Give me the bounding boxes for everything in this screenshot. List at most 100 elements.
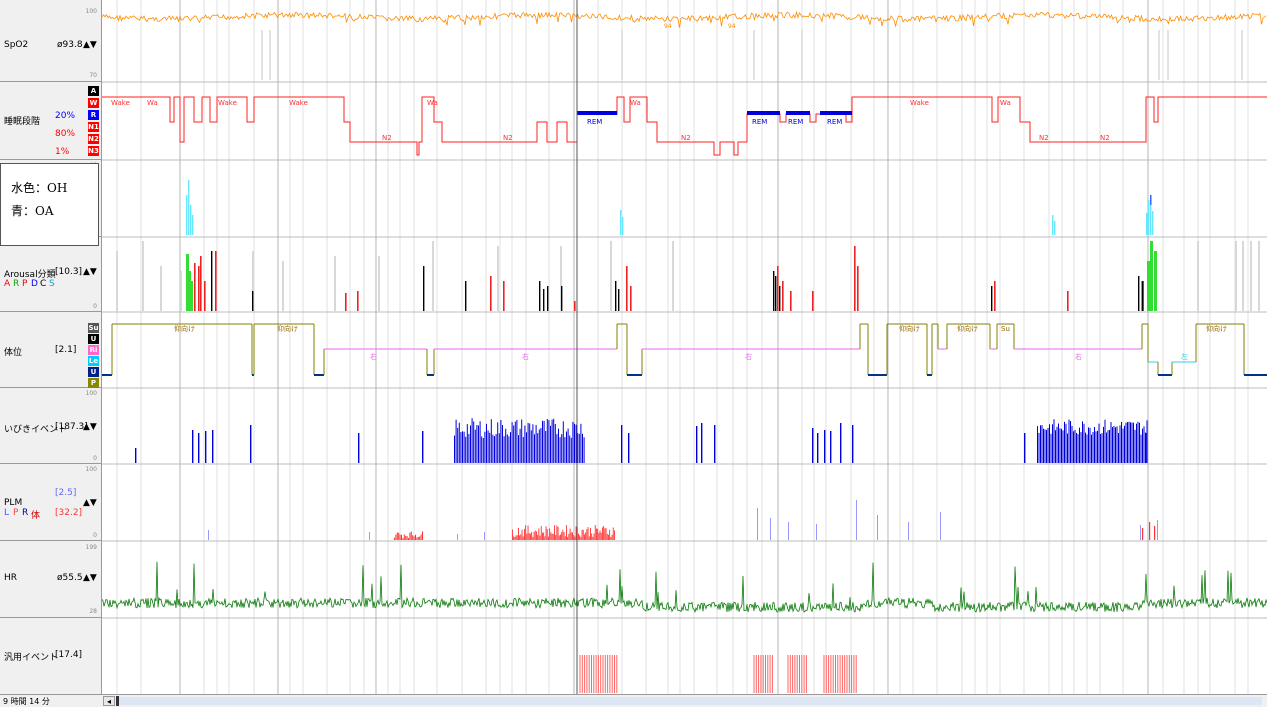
plm-bar-r [591, 533, 593, 540]
scroll-thumb[interactable] [116, 696, 119, 706]
snore-bar [578, 433, 580, 463]
arousal-bar-black [1138, 276, 1140, 311]
snore-bar [696, 426, 698, 463]
plm-bar-r [575, 526, 577, 540]
arousal-bar-green [1150, 241, 1153, 311]
stage-label: N2 [1100, 134, 1110, 142]
arousal-bar-black [618, 289, 620, 311]
snore-bar [1140, 434, 1142, 463]
snore-bar [1058, 423, 1059, 463]
arousal-bar-gray [116, 251, 118, 311]
row-label-spo2[interactable]: 100 SpO2 ø93.8 ▲▼ 70 [0, 0, 101, 82]
arousal-bar-black [779, 286, 781, 311]
arousal-bar-black [423, 266, 425, 311]
position-label: 仰向け [1206, 324, 1227, 333]
rem-segment [786, 111, 810, 115]
snore-bar [465, 436, 467, 463]
stage-pct-rem: 20% [55, 111, 76, 121]
scale-arrows-icon[interactable]: ▲▼ [83, 267, 97, 277]
snore-bar [212, 430, 214, 463]
plm-bar-r [527, 525, 529, 540]
signal-plot-area[interactable]: 94 94 Wake Wa Wake Wake N2 Wa N2 REM Wa … [101, 0, 1267, 694]
snore-bar [478, 425, 479, 463]
stage-label: Wake [289, 99, 308, 107]
snore-bar [526, 432, 527, 463]
channel-value: [2.1] [55, 345, 77, 355]
scroll-left-button[interactable]: ◂ [103, 696, 115, 706]
plm-bars [208, 500, 1158, 540]
plm-bar-r [563, 532, 565, 540]
row-label-general-event[interactable]: 汎用イベント [17.4] [0, 618, 101, 694]
plm-bar-r [419, 536, 421, 540]
position-label: 右 [370, 352, 377, 361]
scale-arrows-icon[interactable]: ▲▼ [83, 422, 97, 432]
snore-bar [852, 425, 854, 463]
horizontal-scrollbar[interactable] [116, 697, 1262, 705]
plm-bar-r [573, 535, 575, 540]
row-label-position[interactable]: 体位 [2.1] Su U Ri Le U P [0, 312, 101, 388]
plm-bar-r [1142, 528, 1144, 540]
row-label-hr[interactable]: 199 HR ø55.5 ▲▼ 28 [0, 541, 101, 618]
scale-arrows-icon[interactable]: ▲▼ [83, 498, 97, 508]
channel-value: ø55.5 [57, 573, 83, 583]
snore-bar [1124, 425, 1125, 463]
arousal-bar-red [777, 266, 779, 311]
plm-letter-l: L [4, 508, 10, 518]
snore-bar [192, 430, 194, 463]
plm-bar-r [604, 528, 606, 540]
snore-bar [566, 431, 567, 463]
arousal-letter-c: C [40, 279, 47, 289]
scale-arrows-icon[interactable]: ▲▼ [83, 573, 97, 583]
plm-bar-r [556, 525, 558, 540]
arousal-bar-black [547, 286, 549, 311]
plm-bar-r [402, 538, 404, 540]
arousal-bar-red [204, 281, 206, 311]
snore-bar [1107, 430, 1109, 463]
snore-bar [1110, 422, 1112, 463]
snore-bar [1046, 429, 1047, 463]
arousal-bar-red [194, 263, 196, 311]
plm-bar-l [877, 515, 878, 540]
snore-bar [473, 421, 475, 463]
row-label-snore[interactable]: 100 いびきイベント [187.3] ▲▼ 0 [0, 388, 101, 464]
plm-bar-r [570, 532, 572, 540]
snore-bar [486, 423, 487, 463]
plm-bar-r [572, 532, 573, 540]
plm-bar-r [598, 532, 600, 540]
position-label: 仰向け [957, 324, 978, 333]
plm-bar-l [770, 518, 771, 540]
arousal-bar-gray [1242, 241, 1244, 311]
arousal-bar-gray [378, 256, 380, 311]
plm-bar-r [534, 530, 536, 540]
snore-bar [463, 431, 465, 463]
snore-bar [1127, 422, 1128, 463]
plm-bar-r [550, 532, 552, 540]
plm-bar-r [584, 534, 585, 540]
arousal-bar-gray [252, 251, 254, 311]
snore-bar [621, 425, 623, 463]
snore-bar [1041, 425, 1043, 463]
snore-bar [1104, 419, 1106, 463]
snore-bar [495, 434, 497, 463]
snore-bar [1071, 425, 1073, 463]
plm-bar-r [532, 536, 534, 540]
signal-canvas[interactable]: 94 94 Wake Wa Wake Wake N2 Wa N2 REM Wa … [101, 0, 1267, 694]
snore-bar [503, 436, 505, 463]
snore-bar [513, 425, 515, 463]
plm-bar-r [611, 534, 613, 540]
plm-bar-r [520, 534, 522, 540]
arousal-bar-gray [282, 261, 284, 311]
arousal-bar-gray [1235, 241, 1237, 311]
general-event-bars [579, 655, 857, 693]
arousal-bar-black [539, 281, 541, 311]
snore-bar [1056, 426, 1058, 463]
snore-bar [574, 423, 575, 463]
plm-bar-r [399, 534, 401, 540]
plm-bar-l [1157, 520, 1158, 540]
arousal-bar-red [490, 276, 492, 311]
row-label-plm[interactable]: 100 [2.5] PLM ▲▼ L P R 体 [32.2] 0 [0, 464, 101, 541]
scale-arrows-icon[interactable]: ▲▼ [83, 40, 97, 50]
row-label-sleep-stage[interactable]: 睡眠段階 20% 80% 1% A W R N1 N2 N3 [0, 82, 101, 160]
row-label-arousal[interactable]: Arousal分類 [10.3] ▲▼ A R P D C S 0 [0, 237, 101, 312]
